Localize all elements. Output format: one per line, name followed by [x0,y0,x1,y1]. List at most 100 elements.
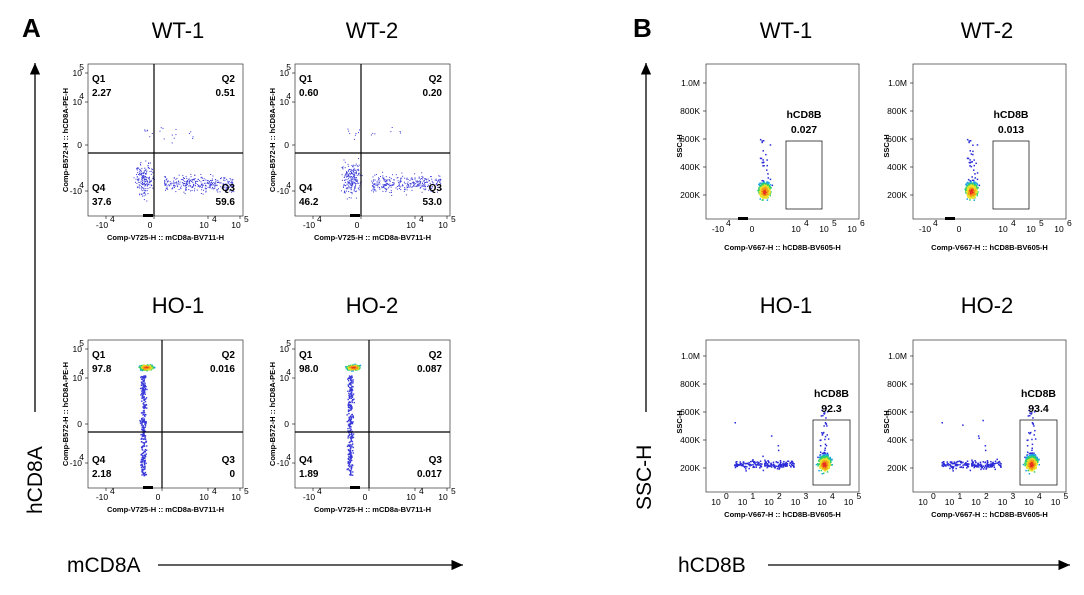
panel-letter-b: B [633,13,652,43]
event-dot [146,180,148,181]
y-tick-label: 10 [73,373,83,383]
event-dot [759,193,761,196]
event-dot [820,439,822,441]
event-dot [147,177,149,179]
event-dot [346,172,348,174]
event-dot [971,187,973,190]
event-dot [342,166,344,168]
event-dot [418,185,420,187]
event-dot [164,176,166,178]
event-dot [144,189,146,191]
event-dot [164,180,166,182]
event-dot [823,466,826,469]
event-dot [420,184,422,186]
event-dot [166,181,168,183]
event-dot [767,196,769,199]
event-dot [166,180,168,182]
event-dot [143,404,145,406]
event-dot [348,432,350,434]
event-dot [187,183,188,185]
event-dot [756,461,759,463]
event-dot [382,177,384,179]
event-dot [351,193,353,195]
event-dot [145,367,147,370]
event-dot [144,183,146,185]
event-dot [968,140,970,142]
event-dot [976,178,979,181]
event-dot [967,191,969,194]
quadrant-label-q2: Q2 [429,350,443,361]
event-dot [352,452,354,454]
x-tick-label: 0 [156,492,161,502]
event-dot [382,185,384,187]
event-dot [358,364,361,367]
x-tick-exponent: 3 [804,491,809,501]
x-tick-exponent: 4 [317,486,322,496]
event-dot [354,177,356,179]
event-dot [177,186,179,188]
event-dot [349,466,351,468]
event-dot [968,193,971,195]
event-dot [965,183,968,186]
event-dot [824,412,826,414]
event-dot [350,434,353,436]
event-dot [424,181,426,183]
event-dot [423,188,425,190]
event-dot [147,129,148,131]
event-dot [349,409,351,411]
quadrant-label-q2: Q2 [222,74,236,85]
x-tick-exponent: 5 [244,214,249,224]
event-dot [351,165,353,166]
event-dot [422,178,424,180]
event-dot [773,465,775,467]
event-dot [791,462,794,464]
event-dot [144,167,146,169]
plot-title: WT-1 [760,18,813,43]
event-dot [358,132,359,134]
event-dot [349,456,352,458]
event-dot [821,473,824,475]
event-dot [168,184,170,186]
event-dot [828,460,830,463]
event-dot [232,178,234,180]
event-dot [217,179,219,181]
event-dot [355,177,357,179]
event-dot [358,182,360,184]
event-dot [755,464,757,466]
event-dot [386,183,388,185]
event-dot [350,179,352,180]
event-dot [224,178,226,180]
event-dot [768,186,770,188]
event-dot [966,190,969,192]
quadrant-value-q2: 0.087 [417,364,442,375]
event-dot [347,424,350,426]
y-tick-exponent: 4 [286,180,291,190]
event-dot [192,138,194,139]
event-dot [345,188,347,190]
event-dot [230,182,232,184]
event-dot [143,438,146,440]
event-dot [763,161,765,163]
event-dot [356,174,358,176]
event-dot [151,170,153,172]
event-dot [413,184,415,186]
event-dot [970,191,973,193]
event-dot [188,189,190,191]
event-dot [350,419,352,421]
event-dot [352,421,354,423]
event-dot [970,196,972,199]
event-dot [140,438,142,440]
event-dot [151,367,153,369]
event-dot [789,462,791,464]
event-dot [355,191,357,193]
event-dot [144,393,146,395]
event-dot [384,178,386,180]
event-dot [787,460,789,462]
event-dot [210,182,212,184]
event-dot [223,185,224,187]
event-dot [199,185,201,187]
quadrant-label-q3: Q3 [222,183,236,194]
event-dot [953,461,956,463]
event-dot [350,471,352,474]
